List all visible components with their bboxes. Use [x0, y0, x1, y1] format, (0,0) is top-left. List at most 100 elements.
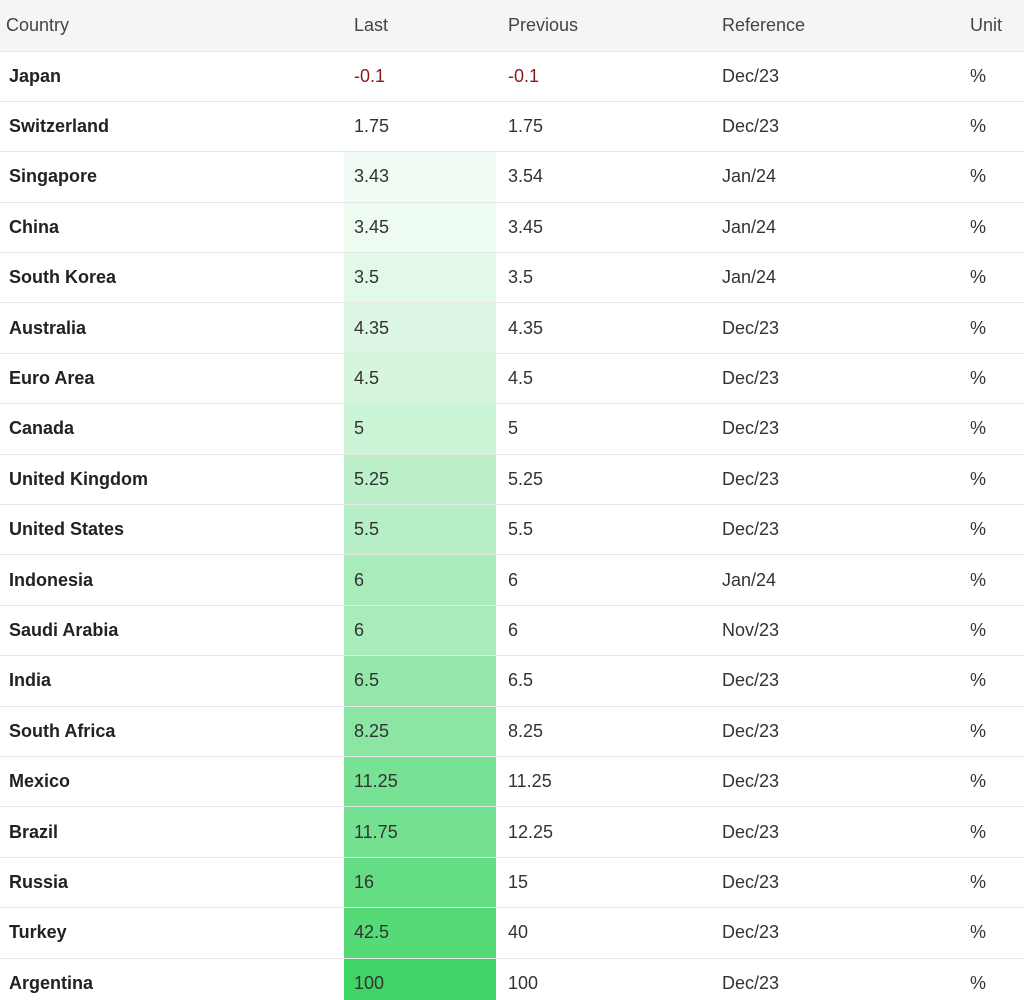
previous-value-cell: 15 [496, 857, 710, 909]
reference-cell: Nov/23 [710, 605, 950, 657]
country-cell[interactable]: Russia [0, 857, 344, 909]
header-row: Country Last Previous Reference Unit [0, 0, 1024, 52]
previous-value-cell: 4.5 [496, 353, 710, 405]
reference-cell: Dec/23 [710, 454, 950, 506]
unit-cell: % [950, 504, 1024, 556]
table-row: Euro Area 4.5 4.5 Dec/23% [0, 353, 1024, 405]
country-cell[interactable]: China [0, 202, 344, 254]
unit-cell: % [950, 151, 1024, 203]
reference-cell: Jan/24 [710, 252, 950, 304]
previous-value-cell: 6 [496, 605, 710, 657]
last-value-cell: 16 [344, 857, 496, 909]
previous-value-cell: 40 [496, 907, 710, 959]
previous-value-cell: 6.5 [496, 655, 710, 707]
reference-cell: Dec/23 [710, 504, 950, 556]
reference-cell: Dec/23 [710, 101, 950, 153]
column-header-last[interactable]: Last [344, 0, 496, 52]
last-value-cell: 3.43 [344, 151, 496, 203]
country-cell[interactable]: Australia [0, 302, 344, 354]
previous-value-cell: 3.45 [496, 202, 710, 254]
unit-cell: % [950, 605, 1024, 657]
reference-cell: Dec/23 [710, 403, 950, 455]
column-header-previous[interactable]: Previous [496, 0, 710, 52]
table-row: China 3.45 3.45 Jan/24% [0, 202, 1024, 254]
country-cell[interactable]: Euro Area [0, 353, 344, 405]
table-row: Turkey 42.5 40 Dec/23% [0, 907, 1024, 959]
reference-cell: Dec/23 [710, 706, 950, 757]
country-cell[interactable]: Indonesia [0, 554, 344, 606]
unit-cell: % [950, 403, 1024, 455]
reference-cell: Dec/23 [710, 907, 950, 959]
last-value-cell: 3.45 [344, 202, 496, 254]
unit-cell: % [950, 857, 1024, 909]
country-cell[interactable]: United States [0, 504, 344, 556]
unit-cell: % [950, 252, 1024, 304]
country-cell[interactable]: South Africa [0, 706, 344, 757]
last-value-cell: 4.5 [344, 353, 496, 405]
unit-cell: % [950, 353, 1024, 405]
country-cell[interactable]: Saudi Arabia [0, 605, 344, 657]
previous-value-cell: 3.54 [496, 151, 710, 203]
country-cell[interactable]: Brazil [0, 806, 344, 858]
column-header-country[interactable]: Country [0, 0, 344, 52]
table-row: Saudi Arabia 6 6 Nov/23% [0, 605, 1024, 657]
table-row: Canada 5 5 Dec/23% [0, 403, 1024, 455]
country-cell[interactable]: Mexico [0, 756, 344, 808]
reference-cell: Jan/24 [710, 554, 950, 606]
unit-cell: % [950, 958, 1024, 1000]
unit-cell: % [950, 51, 1024, 102]
table-row: Singapore 3.43 3.54 Jan/24% [0, 151, 1024, 203]
table-row: Argentina 100 100 Dec/23% [0, 958, 1024, 1000]
country-cell[interactable]: South Korea [0, 252, 344, 304]
last-value-cell: 42.5 [344, 907, 496, 959]
country-cell[interactable]: India [0, 655, 344, 707]
table-row: Australia 4.35 4.35 Dec/23% [0, 302, 1024, 354]
last-value-cell: 11.25 [344, 756, 496, 808]
unit-cell: % [950, 907, 1024, 959]
last-value-cell: 5.25 [344, 454, 496, 506]
reference-cell: Jan/24 [710, 202, 950, 254]
previous-value-cell: 11.25 [496, 756, 710, 808]
column-header-unit[interactable]: Unit [950, 0, 1024, 52]
last-value-cell: 1.75 [344, 101, 496, 153]
last-value-cell: 8.25 [344, 706, 496, 757]
previous-value-cell: 4.35 [496, 302, 710, 354]
previous-value-cell: 100 [496, 958, 710, 1000]
country-cell[interactable]: United Kingdom [0, 454, 344, 506]
table-body: Japan -0.1 -0.1 Dec/23% Switzerland 1.75 1.75 D… [0, 51, 1024, 1000]
last-value-cell: 100 [344, 958, 496, 1000]
previous-value-cell: 3.5 [496, 252, 710, 304]
last-value-cell: 6 [344, 554, 496, 606]
country-cell[interactable]: Switzerland [0, 101, 344, 153]
last-value-cell: 4.35 [344, 302, 496, 354]
reference-cell: Dec/23 [710, 655, 950, 707]
last-value-cell: 5 [344, 403, 496, 455]
unit-cell: % [950, 806, 1024, 858]
previous-value-cell: 5.25 [496, 454, 710, 506]
table-row: India 6.5 6.5 Dec/23% [0, 655, 1024, 707]
last-value-cell: -0.1 [344, 51, 496, 102]
unit-cell: % [950, 655, 1024, 707]
last-value-cell: 6 [344, 605, 496, 657]
reference-cell: Dec/23 [710, 857, 950, 909]
column-header-reference[interactable]: Reference [710, 0, 950, 52]
previous-value-cell: 1.75 [496, 101, 710, 153]
last-value-cell: 5.5 [344, 504, 496, 556]
table-row: Indonesia 6 6 Jan/24% [0, 554, 1024, 606]
previous-value-cell: 5 [496, 403, 710, 455]
unit-cell: % [950, 554, 1024, 606]
country-cell[interactable]: Japan [0, 51, 344, 102]
table-row: Switzerland 1.75 1.75 Dec/23% [0, 101, 1024, 153]
previous-value-cell: 6 [496, 554, 710, 606]
table-row: Japan -0.1 -0.1 Dec/23% [0, 51, 1024, 102]
country-cell[interactable]: Turkey [0, 907, 344, 959]
country-cell[interactable]: Canada [0, 403, 344, 455]
previous-value-cell: 8.25 [496, 706, 710, 757]
last-value-cell: 6.5 [344, 655, 496, 707]
country-cell[interactable]: Singapore [0, 151, 344, 203]
unit-cell: % [950, 101, 1024, 153]
reference-cell: Dec/23 [710, 806, 950, 858]
country-cell[interactable]: Argentina [0, 958, 344, 1000]
table-row: South Korea 3.5 3.5 Jan/24% [0, 252, 1024, 304]
